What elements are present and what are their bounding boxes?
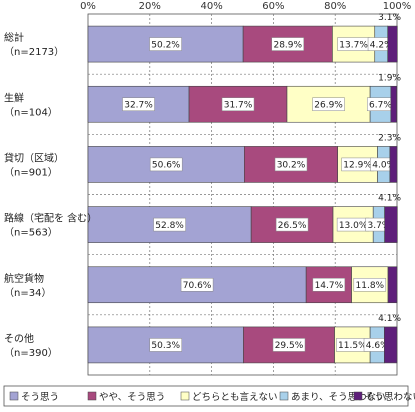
legend-label: やや、そう思う xyxy=(99,392,165,403)
category-label: その他 xyxy=(4,332,34,345)
bar-segment xyxy=(390,85,397,123)
legend-swatch xyxy=(180,391,190,401)
legend-label: あまり、そう思わない xyxy=(291,392,386,403)
data-label: 26.5% xyxy=(278,221,307,231)
category-count-label: （n=563） xyxy=(4,227,58,239)
category-count-label: （n=34） xyxy=(4,287,51,299)
data-label-box xyxy=(275,217,309,232)
data-label: 50.2% xyxy=(151,40,180,50)
legend-label: そう思う xyxy=(21,392,59,403)
bar-segment xyxy=(384,326,398,364)
data-label: 1.9% xyxy=(378,73,401,83)
category-label: 生鮮 xyxy=(4,91,24,104)
bar-segment xyxy=(384,206,398,243)
data-label-box xyxy=(153,217,186,232)
data-label: 4.6% xyxy=(366,341,389,351)
grid-lines xyxy=(87,13,398,376)
category-count-label: （n=2173） xyxy=(4,46,64,58)
data-label: 50.6% xyxy=(152,161,181,171)
bars: 50.2% 28.9% 13.7% 4.2% 3.1% 32.7% 31.7% 26.9% 6.… xyxy=(87,13,401,364)
data-label-box xyxy=(149,157,183,172)
category-count-label: （n=390） xyxy=(4,347,58,359)
bar-segment xyxy=(387,25,398,63)
x-tick-label: 40% xyxy=(200,1,222,12)
data-label: 3.7% xyxy=(367,221,390,231)
data-label: 50.3% xyxy=(151,341,180,351)
data-label: 52.8% xyxy=(155,221,184,231)
x-axis-ticks: 0% 20% 40% 60% 80% 100% xyxy=(80,1,411,12)
data-label-box xyxy=(274,157,308,172)
data-label: 30.2% xyxy=(277,161,306,171)
category-count-label: （n=104） xyxy=(4,106,58,118)
data-label: 2.3% xyxy=(378,133,401,143)
category-label: 総計 xyxy=(4,31,24,44)
data-label: 4.1% xyxy=(378,194,401,204)
data-label: 4.0% xyxy=(372,161,395,171)
category-count-label: （n=901） xyxy=(4,166,58,178)
data-label: 14.7% xyxy=(315,281,344,291)
data-label: 32.7% xyxy=(124,101,153,111)
bar-segment xyxy=(387,266,398,304)
x-tick-label: 60% xyxy=(262,1,284,12)
data-label: 13.0% xyxy=(339,221,368,231)
data-label: 26.9% xyxy=(314,101,343,111)
data-label: 70.6% xyxy=(183,281,212,291)
legend-label: どちらとも言えない xyxy=(192,391,278,403)
category-label: 貸切（区域） xyxy=(4,151,64,164)
data-label: 6.7% xyxy=(369,101,392,111)
legend: そう思う やや、そう思う どちらとも言えない あまり、そう思わないそう思わない xyxy=(3,385,415,407)
data-label-box xyxy=(149,338,182,352)
data-label: 28.9% xyxy=(273,40,302,50)
data-label-box xyxy=(271,37,305,51)
data-label-box xyxy=(312,278,346,292)
data-label: 4.2% xyxy=(370,40,393,50)
data-label-box xyxy=(272,338,306,352)
x-tick-label: 100% xyxy=(383,1,412,12)
bar-segment xyxy=(389,146,398,183)
x-tick-label: 20% xyxy=(139,1,161,12)
data-label: 11.5% xyxy=(338,341,367,351)
data-label-box xyxy=(353,278,387,292)
data-label: 3.1% xyxy=(378,13,401,23)
category-label: 航空貨物 xyxy=(4,272,44,285)
data-label-box xyxy=(149,37,182,51)
data-label: 11.8% xyxy=(356,281,385,291)
legend-label: そう思わない xyxy=(365,392,415,403)
legend-swatch xyxy=(279,391,289,401)
plot-frame xyxy=(87,13,398,376)
data-label-box xyxy=(221,97,255,111)
x-tick-label: 0% xyxy=(80,1,96,12)
data-label: 31.7% xyxy=(224,101,253,111)
legend-swatch xyxy=(9,391,19,401)
data-label: 12.9% xyxy=(343,161,372,171)
legend-swatch xyxy=(87,391,97,401)
x-tick-label: 80% xyxy=(324,1,346,12)
data-label-box xyxy=(122,97,155,111)
data-label-box xyxy=(312,97,345,111)
category-labels: 総計 （n=2173） 生鮮 （n=104） 貸切（区域） （n=901） 路線（宅配を 含… xyxy=(4,31,97,359)
data-label: 4.1% xyxy=(378,314,401,324)
legend-swatch xyxy=(353,391,363,401)
data-label: 13.7% xyxy=(339,40,368,50)
legend-box xyxy=(3,385,409,407)
data-label-box xyxy=(180,278,214,292)
category-label: 路線（宅配を 含む） xyxy=(4,212,97,225)
data-label: 29.5% xyxy=(275,341,304,351)
